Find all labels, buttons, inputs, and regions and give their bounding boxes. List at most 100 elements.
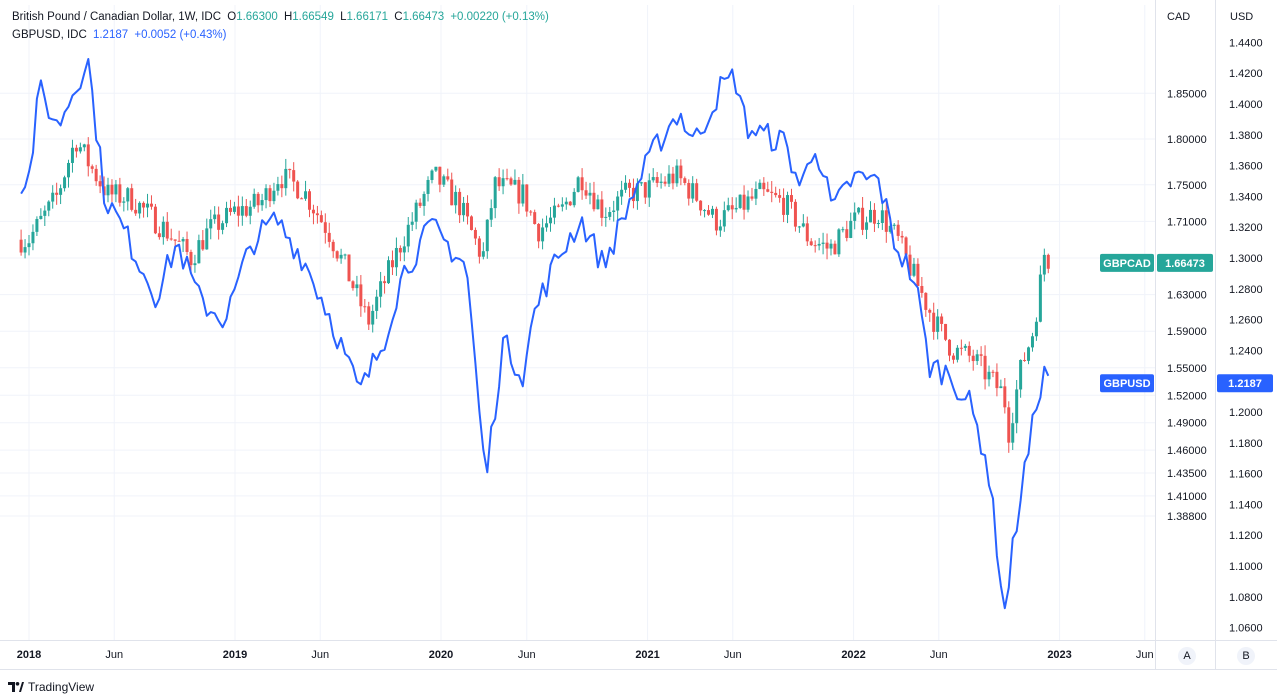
candle-body [687,182,691,199]
candle-body [248,206,252,216]
axis-head-cad: CAD [1167,11,1191,23]
candle-body [584,190,588,196]
candle-body [608,212,612,217]
candle-body [813,245,817,247]
candle-body [517,179,521,204]
candle-body [971,355,975,362]
legend-close-value: 1.66473 [402,11,445,23]
candle-body [592,192,596,210]
axis-head-usd: USD [1230,11,1254,23]
candle-body [552,205,556,218]
candle-body [402,246,406,253]
gbpcad-price-label: 1.66473 [1165,258,1205,270]
candle-body [232,206,236,212]
candle-body [710,208,714,215]
legend-gbpusd: GBPUSD, IDC 1.2187 +0.0052 (+0.43%) [12,29,229,41]
cad-tick-label: 1.41000 [1167,491,1207,503]
candle-body [110,184,114,195]
candle-body [335,251,339,259]
candle-body [620,189,624,197]
candle-body [991,371,995,373]
candle-body [979,354,983,356]
candle-body [541,227,545,242]
candle-body [477,238,481,257]
candle-body [789,195,793,202]
usd-tick-label: 1.3600 [1229,161,1263,173]
candle-body [126,188,130,202]
candle-body [513,179,517,185]
candle-body [134,209,138,214]
candle-body [94,168,98,182]
candle-body [426,179,430,194]
candle-body [548,217,552,224]
candle-body [1003,386,1007,408]
candle-body [821,242,825,244]
candle-body [442,176,446,185]
candle-body [643,182,647,198]
candle-body [955,347,959,360]
candle-body [343,254,347,256]
candle-body [1027,347,1031,361]
candle-body [912,263,916,276]
candle-body [280,184,284,189]
candle-body [714,208,718,231]
candle-body [793,201,797,227]
candle-body [74,147,78,152]
candle-body [754,188,758,199]
tradingview-brand[interactable]: TradingView [8,680,94,694]
usd-tick-label: 1.3000 [1229,253,1263,265]
candle-body [35,218,39,232]
candle-body [865,222,869,230]
candle-body [805,223,809,242]
candle-body [327,232,331,242]
candle-body [809,241,813,246]
candle-body [292,170,296,182]
legend-low-key: L [340,11,347,23]
candle-body [367,306,371,325]
candle-body [422,193,426,206]
candle-body [23,247,27,253]
candle-body [434,166,438,171]
candle-body [323,222,327,233]
candle-body [19,239,23,253]
gbpusd-name-badge [1100,374,1154,393]
candle-body [315,213,319,216]
candle-body [959,347,963,349]
legend-title: British Pound / Canadian Dollar, 1W, IDC [12,11,222,23]
usd-tick-label: 1.2000 [1229,407,1263,419]
candle-body [118,184,122,203]
candle-body [383,281,387,284]
candle-body [51,192,55,202]
candle-body [27,243,31,248]
candle-body [138,202,142,214]
usd-tick-label: 1.2400 [1229,345,1263,357]
candle-body [501,178,505,187]
candle-body [390,260,394,268]
auto-scale-button[interactable]: A [1178,647,1196,665]
time-tick-label: 2022 [841,649,865,661]
candle-body [300,198,304,200]
candle-body [473,229,477,239]
candle-body [252,193,256,207]
candle-body [272,190,276,202]
legend-close-key: C [394,11,403,23]
candle-body [1038,274,1042,322]
candle-body [375,296,379,311]
candle-body [936,316,940,332]
b-scale-button[interactable]: B [1237,647,1255,665]
legend-open-key: O [227,11,237,23]
candle-body [841,229,845,231]
candle-body [469,216,473,230]
candle-body [39,215,43,219]
candle-body [880,210,884,224]
candle-body [580,177,584,191]
candle-body [331,241,335,252]
candle-body [264,188,268,201]
candle-body [177,240,181,242]
candle-body [782,197,786,215]
time-tick-label: Jun [930,649,948,661]
candle-body [493,177,497,209]
candle-body [576,177,580,192]
